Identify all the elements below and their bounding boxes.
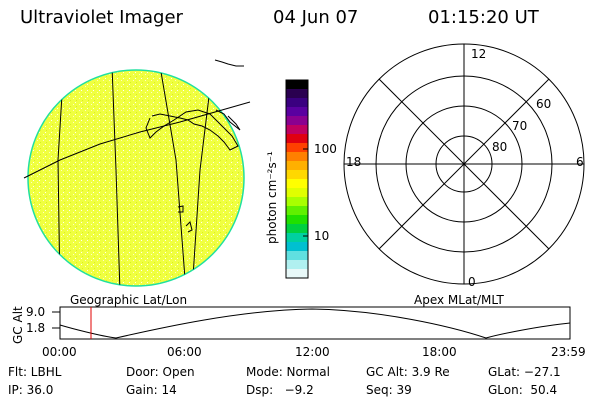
latitude-line (23, 101, 251, 179)
image-time: 01:15:20 UT (428, 7, 539, 28)
polar-panel (343, 43, 585, 285)
geographic-panel (23, 59, 251, 287)
mlt-label-0: 0 (468, 275, 476, 289)
filter-readout: Flt: LBHL (8, 365, 62, 379)
coast-fragment (214, 59, 244, 67)
colorbar-swatch (286, 242, 308, 252)
colorbar (285, 79, 309, 279)
colorbar-swatch (286, 116, 308, 126)
colorbar-swatch (286, 233, 308, 243)
gain-readout: Gain: 14 (126, 383, 177, 397)
colorbar-swatch (286, 197, 308, 207)
timeline-xtick-2359: 23:59 (551, 345, 586, 359)
colorbar-swatch (286, 179, 308, 189)
colorbar-frame (285, 79, 309, 279)
colorbar-swatch (286, 188, 308, 198)
timeline-ytick-9: 9.0 (26, 305, 46, 319)
altitude-curve (59, 308, 571, 339)
geographic-caption: Geographic Lat/Lon (70, 293, 188, 307)
glon-readout: GLon: 50.4 (488, 383, 558, 397)
mode-readout: Mode: Normal (246, 365, 330, 379)
mlt-label-12: 12 (471, 47, 487, 61)
colorbar-swatch (286, 161, 308, 171)
colorbar-swatch (286, 125, 308, 135)
colorbar-swatch (286, 170, 308, 180)
timeline-xtick-0600: 06:00 (167, 345, 202, 359)
timeline-y-label: GC Alt (11, 306, 25, 344)
colorbar-swatch (286, 269, 308, 279)
polar-auroral-patch (559, 220, 584, 257)
seq-readout: Seq: 39 (366, 383, 412, 397)
gc-alt-readout: GC Alt: 3.9 Re (366, 365, 450, 379)
colorbar-swatch (286, 80, 308, 90)
colorbar-swatch (286, 215, 308, 225)
colorbar-unit-label: photon cm⁻²s⁻¹ (265, 151, 279, 244)
colorbar-swatch (286, 107, 308, 117)
timeline-xtick-1800: 18:00 (422, 345, 457, 359)
mlat-label-60: 60 (536, 97, 552, 111)
timeline-xtick-0000: 00:00 (42, 345, 77, 359)
door-readout: Door: Open (126, 365, 195, 379)
colorbar-swatch (286, 260, 308, 270)
colorbar-swatch (286, 134, 308, 144)
colorbar-tick-10: 10 (314, 229, 330, 243)
image-date: 04 Jun 07 (273, 7, 359, 28)
timeline-xtick-1200: 12:00 (295, 345, 330, 359)
altitude-timeline (52, 306, 571, 340)
colorbar-swatch (286, 143, 308, 153)
instrument-title: Ultraviolet Imager (20, 7, 183, 28)
timeline-frame (59, 306, 571, 340)
timeline-ytick-1.8: 1.8 (26, 321, 46, 335)
apex-caption: Apex MLat/MLT (414, 293, 504, 307)
mlt-label-6: 6 (576, 155, 584, 169)
colorbar-swatch (286, 89, 308, 99)
colorbar-tick-100: 100 (314, 142, 337, 156)
colorbar-swatch (286, 251, 308, 261)
dsp-readout: Dsp: −9.2 (246, 383, 314, 397)
mlat-label-70: 70 (512, 119, 528, 133)
colorbar-swatch (286, 152, 308, 162)
polar-grid (343, 43, 585, 285)
glat-readout: GLat: −27.1 (488, 365, 561, 379)
coastlines (145, 109, 241, 233)
ip-readout: IP: 36.0 (8, 383, 54, 397)
colorbar-swatch (286, 224, 308, 234)
colorbar-swatch (286, 206, 308, 216)
mlat-label-80: 80 (492, 140, 508, 154)
colorbar-swatch (286, 98, 308, 108)
mlt-label-18: 18 (346, 155, 362, 169)
